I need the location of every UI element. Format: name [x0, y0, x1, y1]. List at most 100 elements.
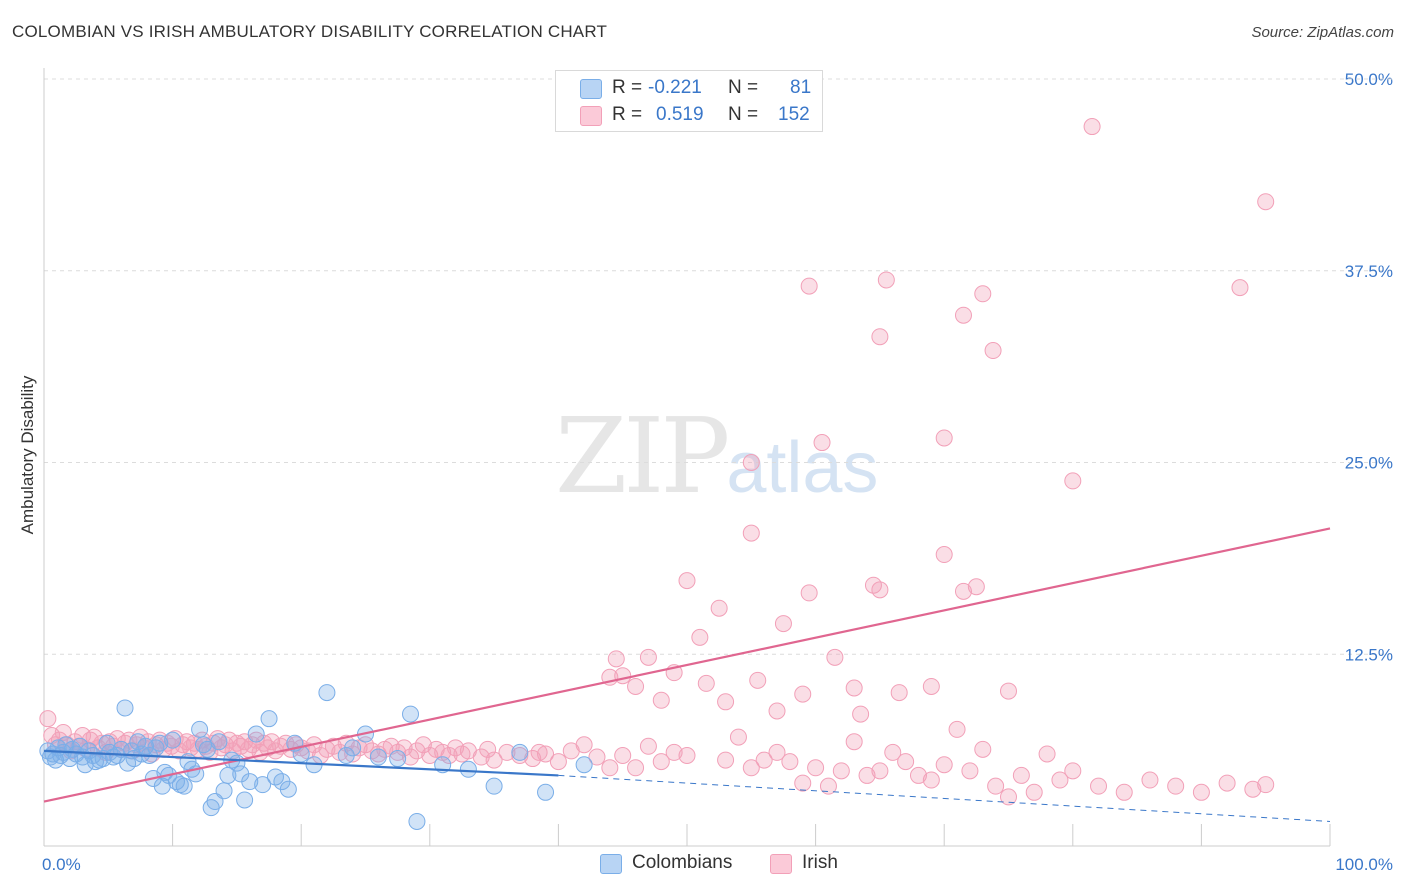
watermark-zip: ZIP — [555, 395, 730, 517]
colombians-n-label: N = — [728, 77, 759, 98]
colombians-point — [408, 812, 426, 830]
colombians-point — [210, 733, 228, 751]
colombians-point — [215, 782, 233, 800]
irish-point — [1167, 777, 1185, 795]
irish-point — [742, 454, 760, 471]
colombians-swatch — [580, 79, 602, 99]
irish-point — [954, 306, 972, 324]
irish-point — [402, 748, 420, 766]
irish-point — [1090, 777, 1108, 795]
irish-point — [1231, 279, 1249, 297]
colombians-point — [402, 705, 420, 723]
colombians-trend-extension — [558, 774, 1331, 822]
irish-point — [39, 710, 57, 728]
irish-point — [974, 740, 992, 758]
irish-point — [1038, 745, 1056, 763]
colombians-r-label: R = — [612, 77, 643, 98]
irish-point — [678, 572, 696, 590]
irish-point — [729, 728, 747, 746]
irish-point — [755, 751, 773, 769]
irish-point — [1064, 472, 1082, 490]
colombians-point — [279, 780, 297, 798]
irish-point — [954, 582, 972, 600]
irish-point — [1012, 766, 1030, 784]
colombians-point — [164, 731, 182, 749]
irish-point — [813, 434, 831, 452]
x-tick-label: 0.0% — [42, 855, 81, 874]
irish-point — [1257, 776, 1275, 794]
irish-point — [627, 759, 645, 777]
colombians-legend-label: Colombians — [632, 852, 733, 873]
colombians-trend-line — [43, 749, 559, 777]
irish-r-label: R = — [612, 104, 643, 125]
irish-point — [984, 342, 1002, 360]
stats-legend: R = -0.221 N = 81 R = 0.519 N = 152 — [555, 70, 823, 132]
irish-point — [1192, 783, 1210, 801]
irish-point — [781, 753, 799, 771]
irish-point — [1141, 771, 1159, 789]
irish-point — [421, 746, 439, 764]
irish-point — [324, 737, 342, 755]
irish-point — [639, 648, 657, 666]
irish-point — [601, 759, 619, 777]
irish-point — [819, 777, 837, 795]
x-tick-label: 100.0% — [1335, 855, 1393, 874]
irish-point — [768, 743, 786, 761]
y-tick-label: 50.0% — [1345, 70, 1393, 89]
irish-point — [935, 429, 953, 447]
irish-point — [742, 759, 760, 777]
irish-point — [871, 762, 889, 780]
irish-point — [447, 739, 465, 757]
irish-point — [575, 736, 593, 754]
irish-trend-line — [43, 527, 1331, 803]
irish-point — [408, 742, 426, 760]
irish-point — [652, 753, 670, 771]
irish-point — [987, 777, 1005, 795]
colombians-n-value: 81 — [790, 77, 812, 98]
irish-point — [1000, 788, 1017, 806]
irish-point — [922, 771, 940, 789]
irish-n-value: 152 — [778, 104, 810, 125]
irish-point — [909, 766, 927, 784]
irish-point — [1218, 774, 1236, 792]
irish-point — [884, 743, 902, 761]
irish-point — [800, 277, 818, 295]
irish-point — [935, 546, 953, 564]
colombians-point — [537, 783, 555, 801]
watermark: ZIPatlas — [555, 395, 878, 517]
irish-point — [845, 679, 863, 697]
irish-point — [742, 524, 760, 542]
colombians-point — [459, 760, 477, 778]
irish-point — [1064, 762, 1082, 780]
colombians-legend-swatch — [600, 854, 622, 874]
colombians-point — [389, 750, 407, 768]
irish-swatch — [580, 106, 602, 126]
colombians-point — [191, 720, 209, 738]
y-tick-label: 12.5% — [1345, 645, 1393, 664]
irish-point — [627, 677, 645, 695]
irish-point — [665, 743, 683, 761]
irish-point — [1115, 783, 1133, 801]
irish-point — [639, 737, 657, 755]
colombians-point — [151, 734, 169, 752]
irish-point — [832, 762, 850, 780]
irish-point — [768, 702, 786, 720]
irish-point — [1244, 780, 1262, 798]
irish-point — [395, 739, 413, 757]
irish-point — [607, 650, 625, 668]
colombians-point — [247, 725, 265, 743]
irish-point — [794, 685, 812, 703]
colombians-point — [116, 699, 134, 717]
irish-point — [845, 733, 863, 751]
irish-point — [691, 628, 709, 646]
irish-point — [774, 615, 792, 633]
irish-point — [961, 762, 979, 780]
colombians-point — [344, 739, 362, 757]
irish-point — [344, 745, 362, 763]
irish-r-value: 0.519 — [656, 104, 704, 125]
irish-point — [485, 751, 503, 769]
chart-title: COLOMBIAN VS IRISH AMBULATORY DISABILITY… — [12, 22, 608, 41]
colombians-point — [241, 773, 259, 791]
irish-point — [877, 271, 895, 289]
colombians-point — [575, 756, 593, 774]
